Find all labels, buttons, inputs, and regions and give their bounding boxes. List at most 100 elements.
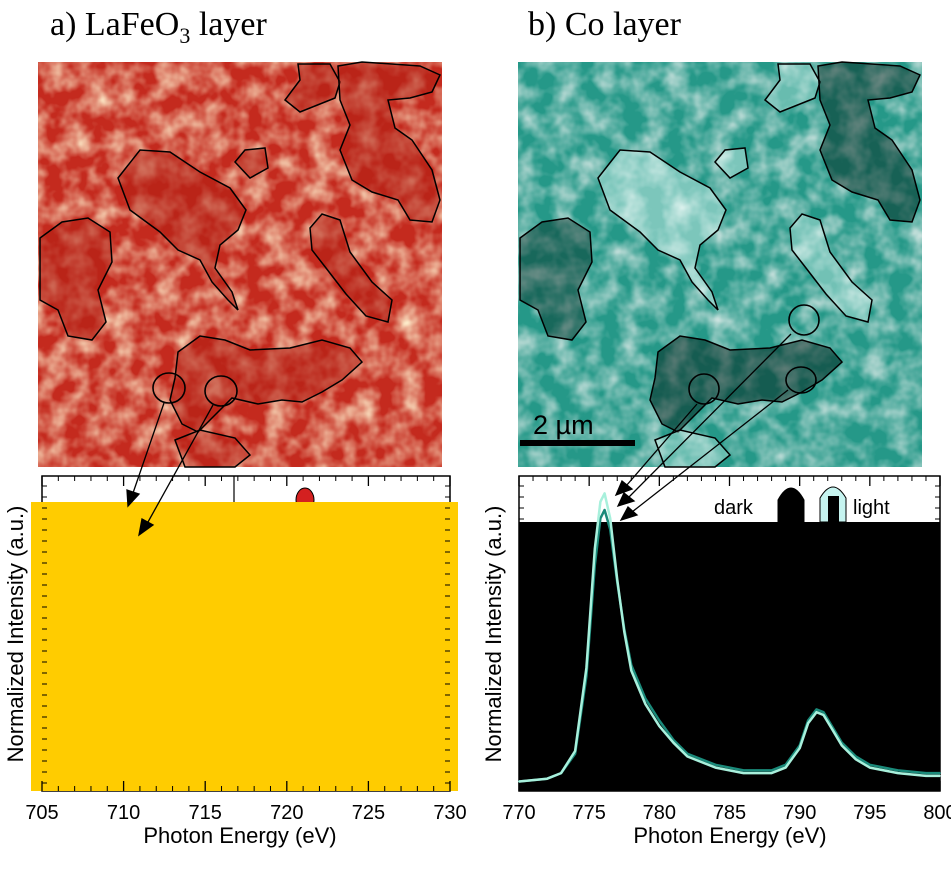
domain-outline <box>169 335 364 433</box>
x-tick-label: 785 <box>713 802 746 824</box>
data-point-light <box>585 667 588 669</box>
region-marker-light <box>688 373 720 405</box>
data-point-light <box>644 703 647 705</box>
arrow-b-dark <box>631 389 789 513</box>
data-point-light <box>770 772 773 774</box>
data-point-light <box>822 714 825 716</box>
x-tick-label: 725 <box>352 802 385 824</box>
data-point-light <box>807 722 809 725</box>
data-point-light <box>593 547 596 550</box>
data-point-light <box>546 777 548 780</box>
x-tick-label: 710 <box>107 802 140 824</box>
data-point-dark <box>742 769 745 772</box>
domain-outline <box>713 147 749 179</box>
arrowhead <box>619 505 639 522</box>
arrowhead <box>614 479 634 497</box>
data-point-light <box>603 492 606 495</box>
data-point-dark <box>854 755 857 758</box>
scale-bar: 2 µm <box>520 410 635 446</box>
domain-outline <box>597 149 727 311</box>
x-tick-label: 730 <box>433 802 466 824</box>
annotation-arrows <box>126 333 792 537</box>
x-tick-label: 780 <box>643 802 676 824</box>
domain-outline <box>309 213 393 323</box>
chart-a-xlabel: Photon Energy (eV) <box>143 823 336 848</box>
data-point-light <box>897 772 899 774</box>
lafeo3-map <box>38 61 442 468</box>
legend-light-bar <box>828 496 839 522</box>
domain-outline <box>337 61 442 223</box>
data-point-light <box>686 755 689 758</box>
data-point-light <box>840 744 843 747</box>
x-tick-label: 800 <box>923 802 951 824</box>
data-point-dark <box>686 752 689 755</box>
co-map <box>518 61 922 468</box>
scale-bar-label: 2 µm <box>533 410 594 440</box>
data-point-light <box>714 766 717 769</box>
domain-outline <box>654 429 732 468</box>
domain-outline <box>39 217 113 341</box>
domain-outline <box>233 147 269 179</box>
data-point-light <box>939 775 941 777</box>
region-marker-dark <box>204 375 238 407</box>
legend-dark-label: dark <box>714 497 754 519</box>
x-tick-label: 705 <box>25 802 58 824</box>
region-marker-dark <box>785 366 817 394</box>
domain-outline <box>789 213 873 323</box>
panel-b-title: b) Co layer <box>528 6 681 43</box>
region-marker-light <box>152 372 186 404</box>
x-tick-label: 720 <box>270 802 303 824</box>
plot-background <box>519 522 940 791</box>
x-tick-label: 775 <box>572 802 605 824</box>
data-point-light <box>925 775 927 777</box>
x-tick-label: 795 <box>853 802 886 824</box>
region-marker-light <box>788 304 820 336</box>
arrowhead <box>616 491 636 508</box>
data-point-light <box>831 727 833 730</box>
legend-dark-marker <box>777 487 805 523</box>
arrow-b-light <box>625 403 698 487</box>
data-point-light <box>784 766 787 769</box>
data-point-dark <box>925 772 927 774</box>
data-point-light <box>672 741 675 744</box>
data-point-dark <box>714 763 717 766</box>
arrow-a-light <box>132 402 165 494</box>
data-point-light <box>623 631 626 633</box>
x-tick-label: 770 <box>502 802 535 824</box>
data-point-dark <box>599 517 602 520</box>
arrow-a-dark <box>147 404 214 523</box>
data-point-dark <box>939 772 941 774</box>
data-point-dark <box>815 708 818 711</box>
data-point-light <box>574 750 576 752</box>
arrow-b-light-2 <box>627 333 792 499</box>
data-point-light <box>616 578 619 581</box>
arrowhead <box>126 489 141 508</box>
x-tick-label: 715 <box>189 802 222 824</box>
data-point-light <box>599 500 602 503</box>
domain-outline <box>649 335 844 433</box>
data-point-light <box>630 669 633 672</box>
domain-outline <box>763 63 821 113</box>
domain-outline <box>283 63 341 113</box>
data-point-light <box>798 747 801 750</box>
data-point-dark <box>603 509 606 511</box>
data-point-light <box>854 758 857 761</box>
data-point-light <box>560 772 562 774</box>
data-point-light <box>742 772 745 774</box>
legend-light-label: light <box>853 497 890 519</box>
chart-a: 705 710 715 720 725 730 <box>25 475 467 824</box>
data-point-dark <box>770 769 773 772</box>
data-point-dark <box>868 763 871 766</box>
data-point-dark <box>644 697 647 700</box>
chart-b-xlabel: Photon Energy (eV) <box>633 823 826 848</box>
chart-a-ylabel: Normalized Intensity (a.u.) <box>3 506 28 763</box>
data-point-light <box>518 780 520 783</box>
data-point-light <box>609 517 612 520</box>
arrowhead <box>138 518 155 537</box>
data-point-dark <box>822 711 825 714</box>
chart-b: dark light 770 775 780 785 790 795 800 <box>502 475 951 824</box>
chart-b-ylabel: Normalized Intensity (a.u.) <box>481 506 506 763</box>
domain-outline <box>117 149 247 311</box>
domain-outline <box>519 217 593 341</box>
